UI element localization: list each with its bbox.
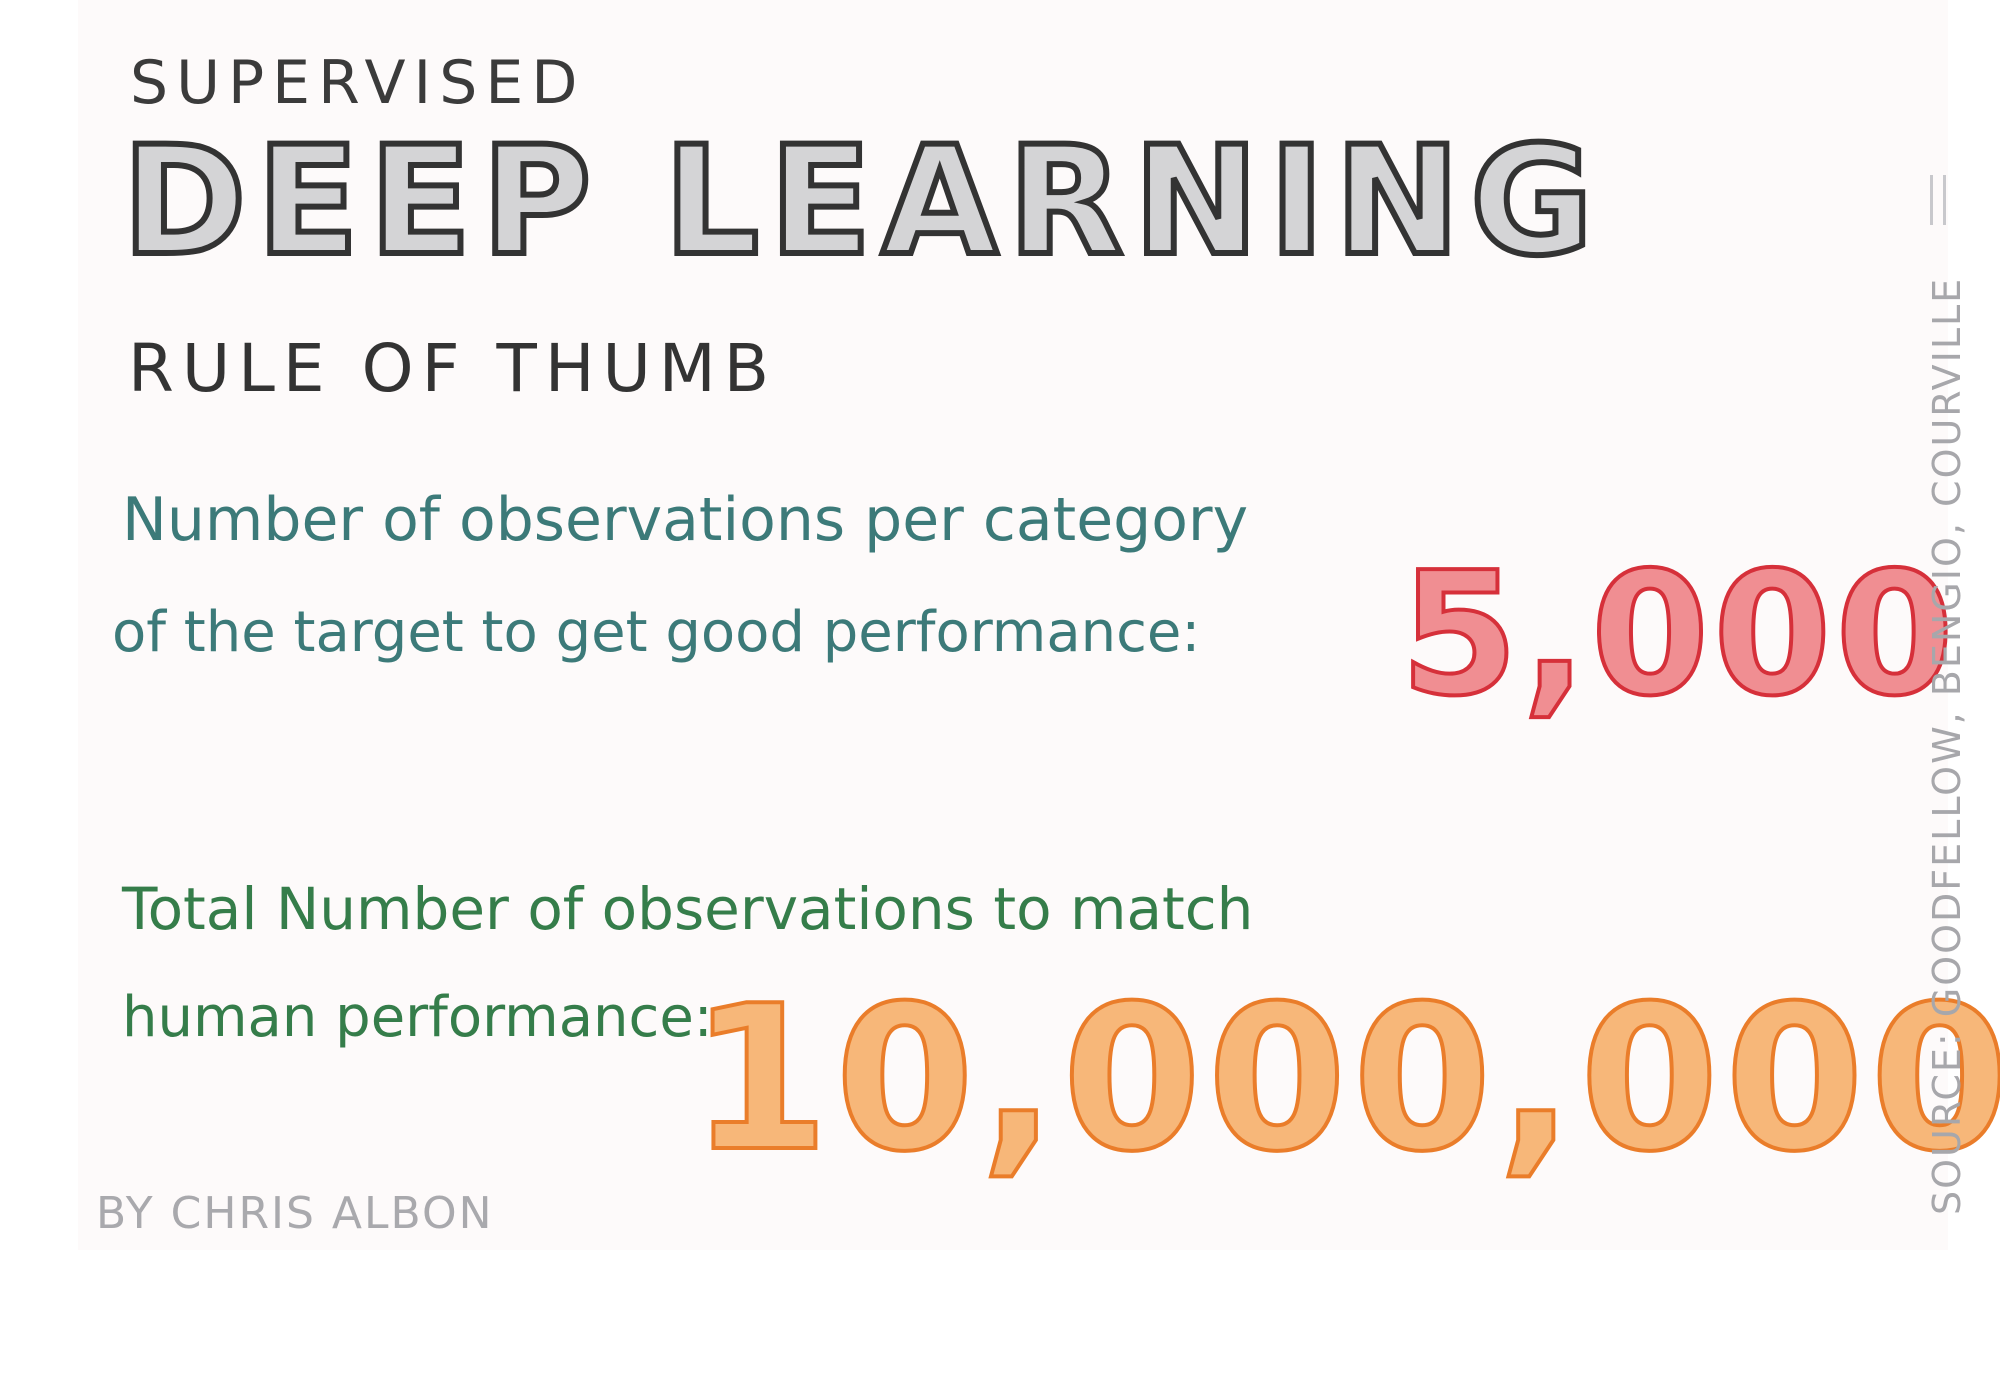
human-level-line-1: Total Number of observations to match (122, 875, 1254, 943)
author-byline: BY CHRIS ALBON (96, 1188, 494, 1239)
margin-pencil-mark (1930, 175, 1946, 225)
source-credit: SOURCE: GOODFELLOW, BENGIO, COURVILLE (1925, 276, 1969, 1215)
supertitle: SUPERVISED (130, 48, 586, 118)
subtitle: RULE OF THUMB (128, 330, 777, 407)
main-title: DEEP LEARNING (119, 115, 1604, 289)
sketch-card (78, 0, 1948, 1250)
human-level-line-2: human performance: (122, 985, 713, 1050)
per-category-value: 5,000 (1398, 536, 1958, 734)
per-category-line-1: Number of observations per category (122, 485, 1249, 555)
per-category-line-2: of the target to get good performance: (112, 600, 1201, 665)
human-level-value: 10,000,000 (688, 963, 2000, 1196)
